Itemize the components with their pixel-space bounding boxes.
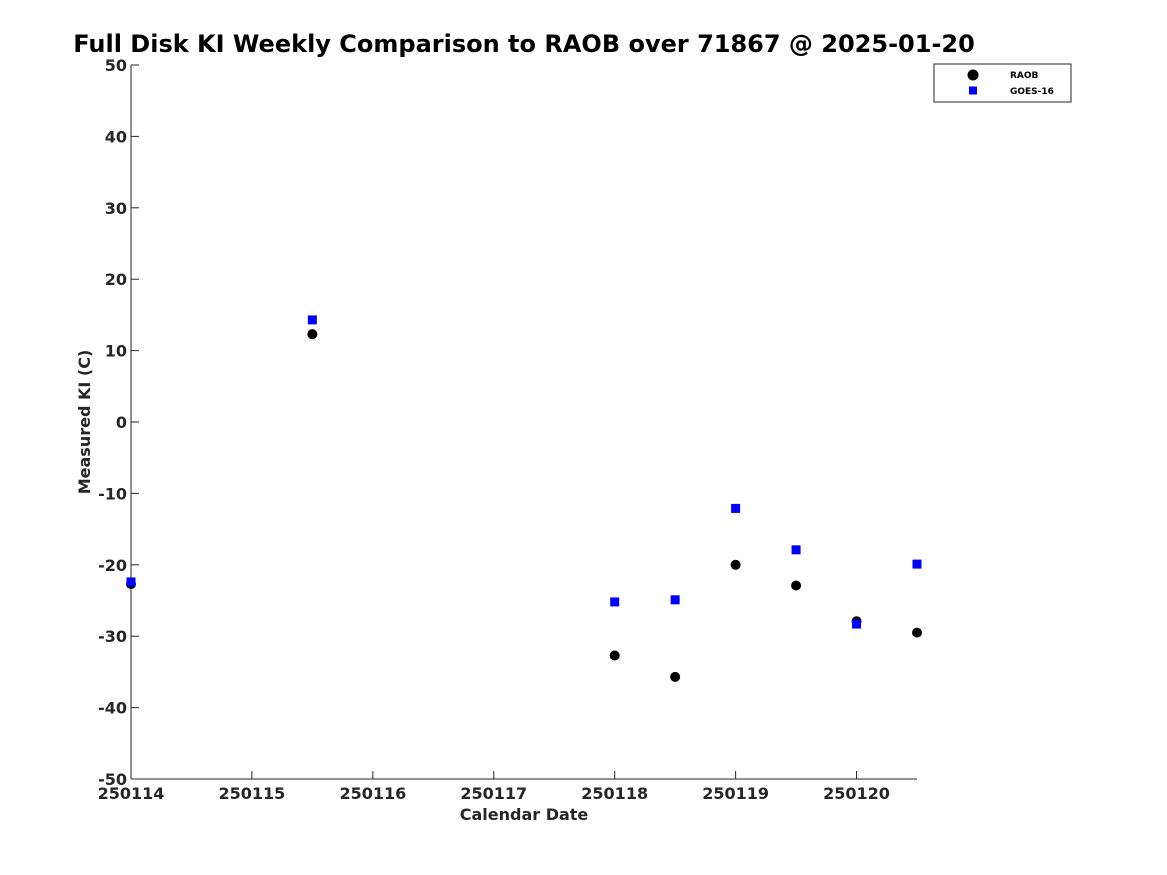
x-axis-label: Calendar Date — [460, 805, 589, 824]
point-raob — [730, 559, 741, 570]
point-raob — [912, 627, 922, 638]
y-tick-label: 10 — [105, 342, 127, 361]
point-raob — [307, 329, 318, 340]
x-tick-label: 250120 — [823, 784, 890, 803]
x-axis-ticks: 250114 250115 250116 250117 250118 250119 2501… — [98, 771, 890, 803]
x-tick-label: 250118 — [581, 784, 648, 803]
legend-label-raob: RAOB — [1010, 71, 1039, 81]
y-tick-label: -10 — [98, 484, 127, 503]
y-tick-label: -50 — [98, 770, 127, 789]
x-tick-label: 250117 — [460, 784, 527, 803]
y-tick-label: -20 — [98, 556, 127, 575]
legend: RAOB GOES-16 — [933, 63, 1072, 103]
x-tick-label: 250119 — [702, 784, 769, 803]
chart-title: Full Disk KI Weekly Comparison to RAOB o… — [73, 30, 975, 58]
y-tick-label: 20 — [105, 270, 127, 289]
x-tick-label: 250115 — [219, 784, 286, 803]
point-goes16 — [307, 315, 317, 325]
y-tick-label: 30 — [105, 199, 127, 218]
legend-label-goes16: GOES-16 — [1010, 87, 1054, 97]
y-tick-label: 40 — [105, 127, 127, 146]
data-points — [126, 315, 922, 682]
legend-box — [933, 63, 1072, 103]
point-goes16 — [610, 597, 620, 607]
point-goes16 — [731, 503, 741, 513]
point-raob — [791, 580, 802, 591]
y-axis-label: Measured KI (C) — [75, 350, 94, 495]
legend-marker-raob — [967, 69, 979, 81]
y-tick-label: 50 — [105, 56, 127, 75]
y-tick-label: 0 — [116, 413, 127, 432]
y-tick-label: -30 — [98, 627, 127, 646]
point-goes16 — [670, 595, 680, 605]
y-axis-ticks: 50 40 30 20 10 0 -10 -20 -30 -40 -50 — [98, 56, 139, 789]
point-raob — [670, 671, 681, 682]
point-raob — [609, 650, 620, 661]
x-tick-label: 250114 — [98, 784, 165, 803]
y-tick-label: -40 — [98, 699, 127, 718]
point-goes16 — [791, 545, 801, 555]
legend-marker-goes16 — [969, 86, 977, 95]
point-goes16 — [126, 577, 136, 587]
point-goes16 — [912, 559, 922, 569]
point-goes16 — [852, 619, 862, 629]
x-tick-label: 250116 — [339, 784, 406, 803]
